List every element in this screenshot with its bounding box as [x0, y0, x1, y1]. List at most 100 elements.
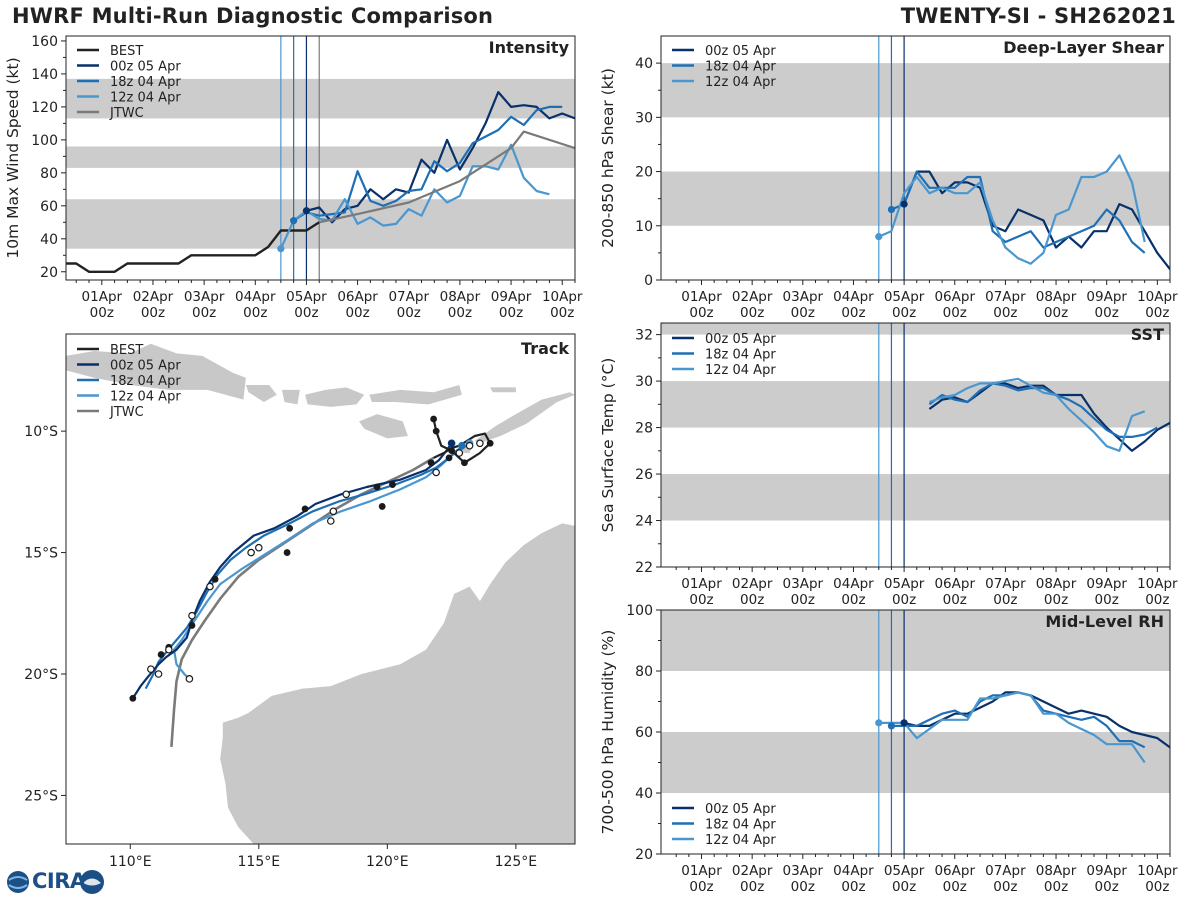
intensity-shaded-band: [66, 199, 575, 249]
track-12h-position-marker: [247, 548, 255, 557]
sst-panel-title: SST: [1131, 325, 1164, 344]
intensity-line-run-00z: [306, 90, 575, 224]
intensity-xtick-label-day: 03Apr: [184, 289, 225, 305]
rh-xtick-label-hour: 00z: [1044, 879, 1068, 895]
page-title: HWRF Multi-Run Diagnostic Comparison: [12, 4, 494, 28]
sst-xtick-label-day: 08Apr: [1036, 576, 1077, 592]
shear-xtick-label-day: 04Apr: [833, 289, 874, 305]
rh-shaded-band: [661, 732, 1170, 793]
intensity-xtick-label-day: 06Apr: [337, 289, 378, 305]
sumba-landmass: [359, 414, 408, 439]
lombok-landmass: [281, 389, 300, 405]
track-legend-label: 12z 04 Apr: [110, 390, 181, 405]
rh-xtick-label-day: 10Apr: [1137, 863, 1178, 879]
sst-ytick-label: 24: [635, 514, 653, 530]
rh-series-group: [875, 691, 1170, 764]
sst-xtick-label: 09Apr 00z: [1086, 576, 1127, 608]
rh-xtick-label-day: 05Apr: [884, 863, 925, 879]
alor-landmass: [490, 387, 516, 393]
shear-legend-label: 00z 05 Apr: [705, 44, 776, 59]
australia-landmass: [220, 523, 575, 844]
track-ytick-label: 20°S: [24, 667, 58, 683]
track-daily-position-marker: [129, 694, 137, 702]
shear-xtick-label-hour: 00z: [892, 305, 916, 321]
rh-xtick-label: 06Apr 00z: [934, 863, 975, 895]
intensity-xtick-label-day: 08Apr: [440, 289, 481, 305]
sst-xtick-label: 06Apr 00z: [934, 576, 975, 608]
shear-line-run-12z: [878, 154, 1146, 265]
track-daily-position-marker: [188, 622, 196, 629]
intensity-xtick-label-hour: 00z: [345, 305, 369, 321]
intensity-legend-label: 12z 04 Apr: [110, 91, 181, 106]
sumbawa-landmass: [305, 387, 365, 407]
intensity-xtick-label-day: 07Apr: [388, 289, 429, 305]
shear-init-marker: [875, 233, 883, 241]
rh-line-run-00z: [903, 691, 1170, 749]
intensity-line-run-18z: [293, 105, 563, 222]
shear-xtick-label: 07Apr 00z: [985, 289, 1026, 321]
intensity-ytick-label: 20: [40, 265, 58, 281]
track-daily-position-marker: [430, 415, 438, 423]
track-panel: 110°E 115°E 120°E 125°E 10°S 15°S 20°S 25°S Trac…: [24, 333, 576, 870]
intensity-xtick-label: 06Apr 00z: [337, 289, 378, 321]
intensity-line-best: [66, 221, 320, 273]
shear-init-marker: [887, 205, 896, 214]
rh-init-marker: [875, 719, 883, 727]
sst-ylabel: Sea Surface Temp (°C): [599, 358, 617, 533]
track-12h-position-marker: [432, 468, 440, 477]
intensity-ylabel: 10m Max Wind Speed (kt): [4, 57, 22, 258]
rh-xtick-label-day: 04Apr: [833, 863, 874, 879]
track-legend-label: 00z 05 Apr: [110, 359, 181, 374]
track-daily-position-marker: [432, 427, 440, 435]
intensity-legend-label: BEST: [110, 44, 143, 59]
track-xtick-label: 110°E: [109, 854, 152, 870]
sst-legend-label: 18z 04 Apr: [705, 348, 776, 363]
sst-frame: [660, 322, 1171, 568]
intensity-frame: [65, 35, 576, 281]
sst-line-run-18z: [928, 382, 1158, 438]
rh-xtick-label-hour: 00z: [791, 879, 815, 895]
shear-xtick-label-day: 10Apr: [1137, 289, 1178, 305]
intensity-legend-label: 18z 04 Apr: [110, 75, 181, 90]
rh-ylabel: 700-500 hPa Humidity (%): [599, 630, 617, 835]
intensity-xtick-label-hour: 00z: [448, 305, 472, 321]
rh-line-run-12z: [878, 691, 1146, 764]
rh-xtick-label-hour: 00z: [841, 879, 865, 895]
shear-legend-label: 18z 04 Apr: [705, 60, 776, 75]
sst-xtick-label-day: 01Apr: [681, 576, 722, 592]
bali-landmass: [245, 385, 277, 402]
sst-legend-label: 12z 04 Apr: [705, 363, 776, 378]
track-daily-position-marker: [461, 459, 468, 467]
shear-xtick-label-hour: 00z: [1044, 305, 1068, 321]
track-12h-position-marker: [188, 611, 196, 620]
rh-xtick-label-hour: 00z: [1145, 879, 1169, 895]
cira-globe-icon: [7, 870, 104, 894]
shear-xtick-label-day: 02Apr: [732, 289, 773, 305]
shear-xtick-label: 06Apr 00z: [934, 289, 975, 321]
intensity-xtick-label-hour: 00z: [294, 305, 318, 321]
sst-xtick-label-day: 02Apr: [732, 576, 773, 592]
shear-xtick-label: 10Apr 00z: [1137, 289, 1178, 321]
track-12h-position-marker: [326, 517, 335, 525]
rh-xtick-label-hour: 00z: [689, 879, 713, 895]
sst-xtick-label: 10Apr 00z: [1137, 576, 1178, 608]
track-xtick-label: 115°E: [238, 854, 281, 870]
intensity-xtick-label-day: 04Apr: [235, 289, 276, 305]
intensity-xtick-label-hour: 00z: [499, 305, 523, 321]
shear-xtick-label-day: 05Apr: [884, 289, 925, 305]
sst-legend-label: 00z 05 Apr: [705, 332, 776, 347]
intensity-xtick-label: 07Apr 00z: [388, 289, 429, 321]
rh-init-marker: [900, 719, 908, 727]
rh-ytick-label: 80: [635, 664, 653, 680]
shear-xtick-label: 03Apr 00z: [783, 289, 824, 321]
rh-xtick-label: 02Apr 00z: [732, 863, 773, 895]
intensity-xtick-label-day: 10Apr: [542, 289, 583, 305]
intensity-line-run-12z: [279, 143, 550, 250]
intensity-ytick-label: 80: [40, 166, 58, 182]
intensity-ytick-label: 60: [40, 199, 58, 215]
